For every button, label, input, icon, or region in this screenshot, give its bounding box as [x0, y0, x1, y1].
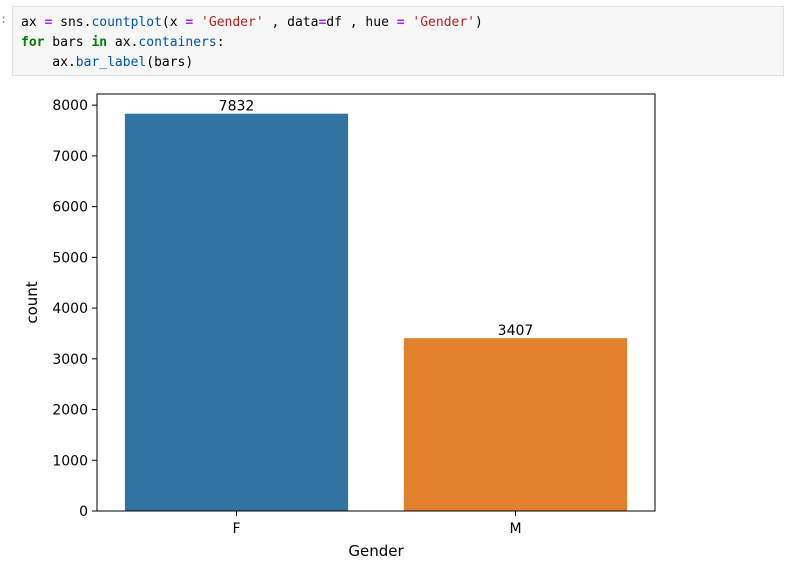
bar — [124, 113, 349, 511]
code-line: ax.bar_label(bars) — [21, 53, 783, 73]
code-token: countplot — [91, 15, 162, 30]
y-tick-label: 1000 — [52, 453, 88, 469]
code-token: = — [185, 15, 194, 30]
y-tick-label: 6000 — [52, 200, 88, 216]
code-token: (x — [161, 15, 186, 30]
y-axis-label: count — [23, 281, 41, 323]
code-token: ax. — [107, 35, 139, 50]
code-token: (bars) — [146, 55, 194, 70]
y-tick-label: 4000 — [52, 301, 88, 317]
code-token: , data — [263, 15, 319, 30]
code-token: ax. — [21, 55, 76, 70]
x-tick-label: M — [509, 521, 521, 537]
code-token: sns. — [52, 15, 92, 30]
code-line: ax = sns.countplot(x = 'Gender' , data=d… — [21, 13, 783, 33]
y-tick-label: 2000 — [52, 403, 88, 419]
y-tick-label: 0 — [79, 504, 88, 520]
code-token: ax — [21, 15, 45, 30]
code-token — [193, 15, 201, 30]
code-token: = — [318, 15, 327, 30]
code-token: = — [44, 15, 53, 30]
code-token: bar_label — [75, 55, 147, 70]
cell-output: 7832 F 3407 M 0 1000 2000 3000 4000 5000 6000 7000 8… — [0, 82, 786, 570]
x-axis-label: Gender — [348, 542, 404, 560]
y-tick-label: 3000 — [52, 352, 88, 368]
y-tick-label: 7000 — [52, 149, 88, 165]
x-tick-label: F — [232, 521, 240, 537]
code-token: bars — [44, 35, 92, 50]
code-token: containers — [138, 35, 217, 50]
code-line: for bars in ax.containers: — [21, 33, 783, 53]
code-token: df , hue — [326, 15, 397, 30]
code-token: ) — [475, 15, 483, 30]
bar-value-label: 3407 — [498, 323, 534, 339]
bar — [403, 338, 628, 511]
code-token: : — [216, 35, 225, 50]
code-token: 'Gender' — [201, 15, 264, 30]
countplot-chart: 7832 F 3407 M 0 1000 2000 3000 4000 5000 6000 7000 8… — [23, 93, 656, 560]
cell-prompt: : — [0, 12, 8, 26]
y-tick-label: 8000 — [52, 98, 88, 114]
code-token: = — [396, 15, 405, 30]
y-tick-label: 5000 — [52, 250, 88, 266]
code-token: in — [91, 35, 108, 50]
code-token: 'Gender' — [412, 15, 476, 30]
bar-value-label: 7832 — [219, 99, 255, 115]
plot-frame — [96, 93, 656, 512]
code-token: for — [21, 35, 45, 50]
code-cell[interactable]: ax = sns.countplot(x = 'Gender' , data=d… — [12, 6, 784, 76]
